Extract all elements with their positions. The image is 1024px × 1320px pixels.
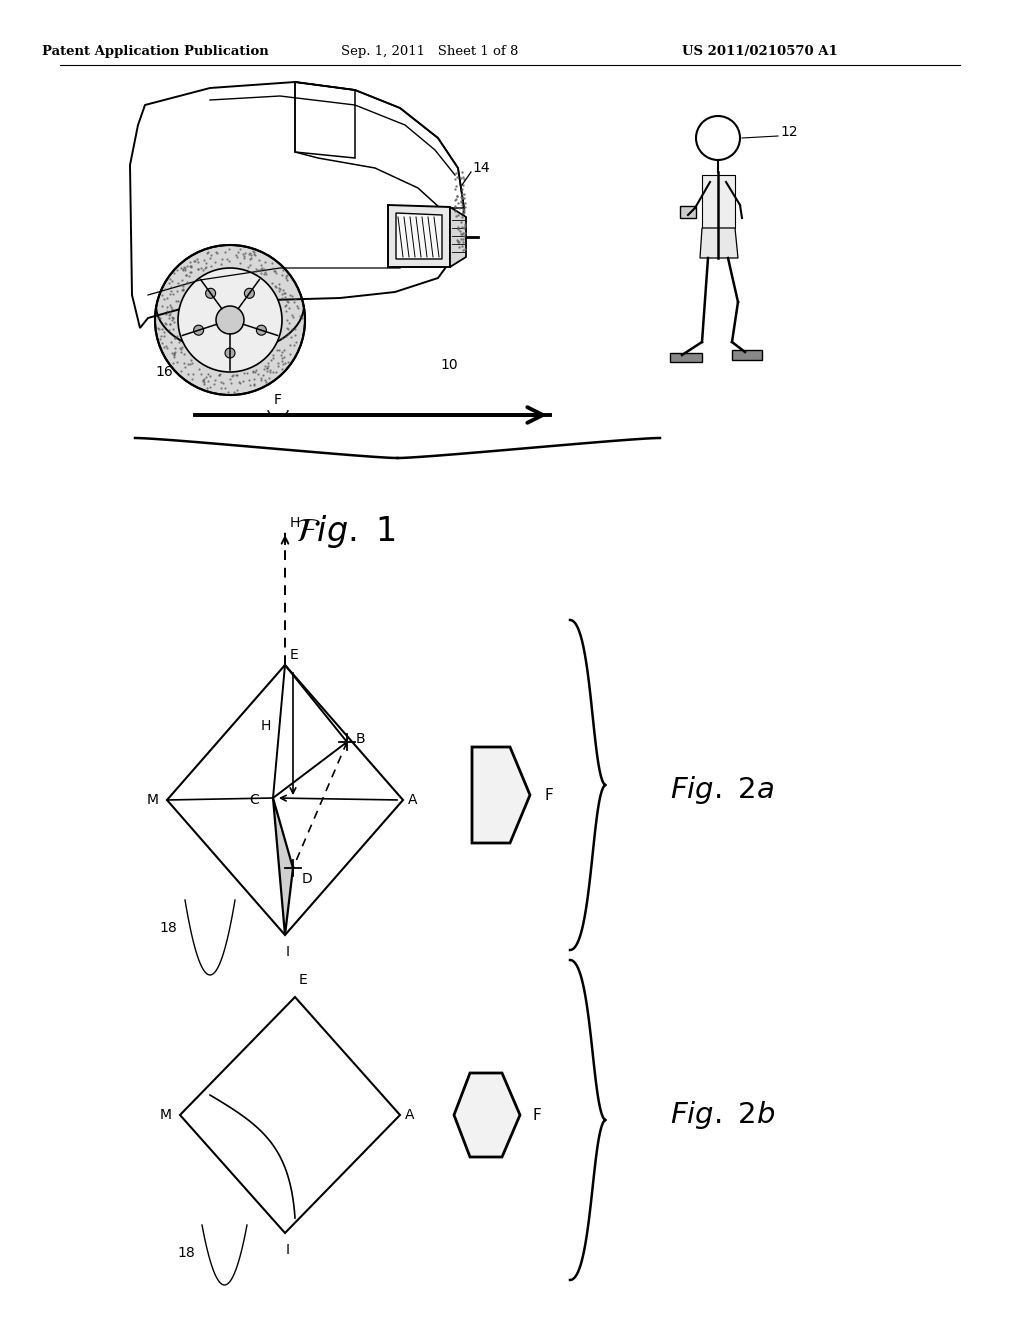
Text: $\mathit{Fig.\ 2a}$: $\mathit{Fig.\ 2a}$: [670, 774, 774, 807]
Circle shape: [216, 306, 244, 334]
Text: 12: 12: [780, 125, 798, 139]
Polygon shape: [680, 206, 696, 218]
Circle shape: [256, 325, 266, 335]
Text: $\mathcal{F}$$ig.\ 1$: $\mathcal{F}$$ig.\ 1$: [295, 513, 395, 550]
Text: 18: 18: [177, 1246, 195, 1261]
Text: E: E: [299, 973, 308, 987]
Text: A: A: [408, 793, 418, 807]
Text: M: M: [160, 1107, 172, 1122]
Text: 10: 10: [440, 358, 458, 372]
Text: I: I: [286, 1243, 290, 1257]
Text: Sep. 1, 2011   Sheet 1 of 8: Sep. 1, 2011 Sheet 1 of 8: [341, 45, 519, 58]
Text: M: M: [147, 793, 159, 807]
Text: US 2011/0210570 A1: US 2011/0210570 A1: [682, 45, 838, 58]
Circle shape: [225, 348, 234, 358]
Text: E: E: [290, 648, 299, 663]
Text: A: A: [406, 1107, 415, 1122]
Polygon shape: [396, 213, 442, 259]
Polygon shape: [670, 352, 702, 362]
Text: C: C: [249, 793, 259, 807]
Text: H: H: [261, 719, 271, 734]
Text: I: I: [286, 945, 290, 960]
Polygon shape: [700, 228, 738, 257]
Circle shape: [206, 288, 216, 298]
Text: $\mathit{Fig.\ 2b}$: $\mathit{Fig.\ 2b}$: [670, 1100, 775, 1131]
Polygon shape: [472, 747, 530, 843]
Circle shape: [194, 325, 204, 335]
Text: D: D: [302, 873, 312, 886]
Text: B: B: [356, 733, 366, 746]
Polygon shape: [273, 799, 293, 935]
Text: 16: 16: [155, 366, 173, 379]
Polygon shape: [388, 205, 450, 267]
Text: H: H: [290, 516, 300, 531]
Circle shape: [245, 288, 254, 298]
Text: 14: 14: [472, 161, 489, 176]
Polygon shape: [732, 350, 762, 360]
Text: F: F: [274, 393, 282, 407]
Text: Patent Application Publication: Patent Application Publication: [42, 45, 268, 58]
Circle shape: [155, 246, 305, 395]
Polygon shape: [450, 207, 466, 267]
Text: F: F: [532, 1107, 541, 1122]
Text: F: F: [544, 788, 553, 803]
Polygon shape: [702, 176, 735, 228]
Circle shape: [178, 268, 282, 372]
Text: 18: 18: [160, 921, 177, 935]
Polygon shape: [454, 1073, 520, 1158]
